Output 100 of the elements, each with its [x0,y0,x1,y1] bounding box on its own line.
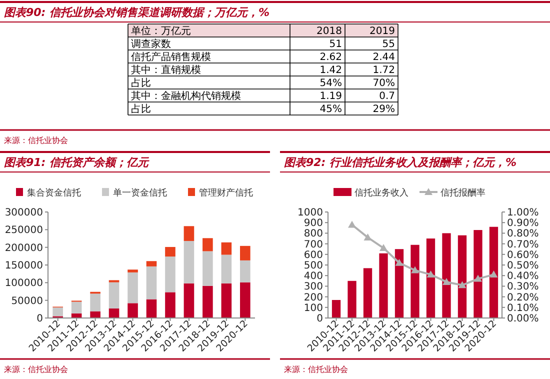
y2-tick-label: 0.10% [507,302,539,314]
category-label: 信托产品销售规模 [131,52,211,63]
y-tick-label: 0 [316,314,323,324]
y-tick-label: 150000 [4,260,43,272]
y-tick-label: 700 [304,239,323,250]
legend-label: 管理财产信托 [199,188,253,198]
text: 1.42 [320,65,342,76]
bar [221,254,232,284]
y2-tick-label: 0.20% [507,292,539,304]
y2-tick-label: 0.40% [507,271,539,282]
y-tick-label: 250000 [4,225,43,236]
bar [379,253,388,318]
chart-title: 图表92: 行业信托业务收入及报酬率；亿元，% [284,156,517,169]
bar [165,246,176,257]
source-note: 来源：信托业协会 [284,365,348,374]
y-tick-label: 1000 [298,208,323,218]
text: 51 [329,39,342,50]
point [442,278,450,285]
text: 1.72 [372,65,395,76]
y-tick-label: 900 [304,218,323,230]
bar [458,235,467,318]
category-label: 2018 [316,26,342,37]
bar [202,238,213,252]
bar [128,303,138,318]
y2-tick-label: 0.60% [507,250,539,261]
category-label: 2019 [370,26,395,37]
bar [128,270,138,272]
y-tick-label: 50000 [11,296,43,307]
y-tick-label: 0 [36,314,43,324]
bar [165,256,176,292]
point [458,281,466,288]
bar [240,282,250,318]
bar [348,280,356,318]
legend-label: 信托报酬率 [440,188,486,198]
text: 2.44 [372,52,395,63]
point [411,266,419,274]
point [490,270,498,278]
bar [426,238,436,318]
bar [240,260,250,282]
y-tick-label: 100000 [4,278,43,290]
y-tick-label: 100 [304,302,323,314]
y2-tick-label: 0.80% [507,228,539,240]
bar [202,286,213,318]
y-tick-label: 200 [304,292,323,304]
bar [184,240,194,284]
bar [90,311,100,318]
category-label: 其中：直销规模 [131,65,201,76]
bar [184,226,194,241]
text: 45% [320,104,342,115]
bar [146,266,157,300]
bar [90,294,100,312]
text: 单位：万亿元 [131,25,191,37]
y2-tick-label: 1.00% [507,208,539,218]
point [395,258,404,266]
bar [394,249,404,318]
y-tick-label: 300000 [4,208,43,218]
point [474,274,482,282]
y-tick-label: 200000 [4,242,43,254]
text: 2.62 [320,52,342,63]
point [426,270,435,278]
category-label: 占比 [131,104,151,115]
text: 1.19 [320,91,342,102]
bar [184,283,194,318]
category-label: 占比 [131,78,151,89]
bar [489,226,498,318]
text: 55 [382,39,395,50]
bar [202,251,213,286]
y2-tick-label: 0.70% [507,239,539,250]
bar [240,246,250,260]
category-label: 调查家数 [131,39,171,50]
y2-tick-label: 0.30% [507,282,539,293]
bar [128,272,138,304]
y-tick-label: 500 [304,260,323,272]
y-tick-label: 300 [304,282,323,293]
y-tick-label: 400 [304,271,323,282]
legend-label: 集合资金信托 [27,188,81,198]
bar [146,299,157,318]
text: 54% [320,78,342,89]
bar [146,261,157,266]
source-note: 来源：信托业协会 [4,136,68,145]
source-note: 来源：信托业协会 [4,365,68,374]
bar [332,300,341,318]
bar [442,233,451,318]
bar [221,242,232,255]
bar [165,292,176,318]
bar [221,283,232,318]
y2-tick-label: 0.50% [507,260,539,272]
text: 29% [372,104,395,115]
bar [71,302,82,314]
y2-tick-label: 0.90% [507,218,539,230]
bar [474,230,482,318]
y2-tick-label: 0.00% [507,314,539,324]
legend-label: 信托业务收入 [354,188,408,198]
legend-label: 单一资金信托 [113,188,167,198]
bar [410,244,420,318]
y-tick-label: 600 [304,250,323,261]
y-tick-label: 800 [304,228,323,240]
text: 0.7 [379,91,395,102]
bar [363,268,372,318]
text: 图表90: 信托业协会对销售渠道调研数据；万亿元，% [4,6,270,19]
